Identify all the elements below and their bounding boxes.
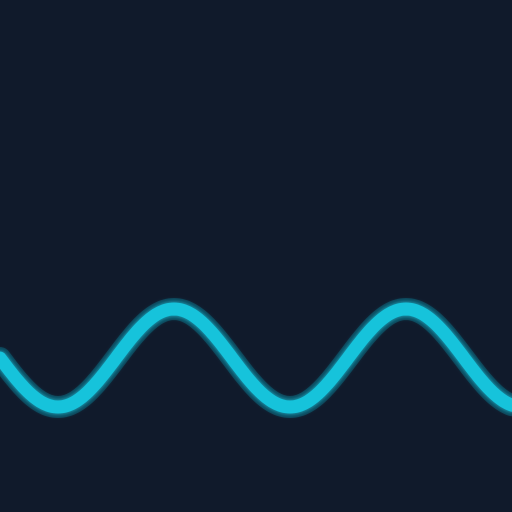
sine-wave-line [0,302,512,414]
